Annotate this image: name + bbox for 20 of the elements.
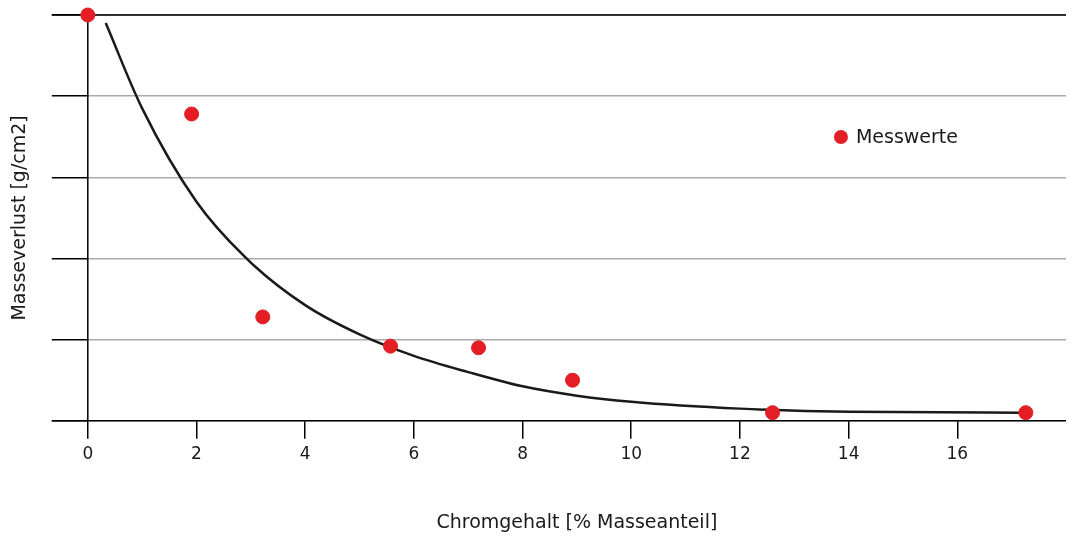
x-tick-label: 6	[408, 443, 420, 464]
x-axis-title: Chromgehalt [% Masseanteil]	[436, 509, 718, 532]
x-tick-label: 10	[620, 443, 643, 464]
legend-label: Messwerte	[855, 124, 958, 147]
x-tick-label: 14	[837, 443, 860, 464]
x-tick-label: 16	[946, 443, 969, 464]
point	[1018, 405, 1034, 421]
point	[565, 372, 581, 388]
point	[255, 309, 271, 325]
x-tick-label: 4	[299, 443, 311, 464]
x-tick-label: 0	[82, 443, 94, 464]
point	[765, 405, 781, 421]
x-tick-label: 8	[517, 443, 528, 464]
x-tick-label: 12	[729, 443, 751, 464]
point	[80, 7, 96, 23]
point	[184, 106, 200, 122]
x-tick-label: 2	[191, 443, 202, 464]
point	[471, 340, 487, 356]
y-axis-title: Masseverlust [g/cm2]	[7, 115, 30, 321]
point	[383, 338, 398, 354]
